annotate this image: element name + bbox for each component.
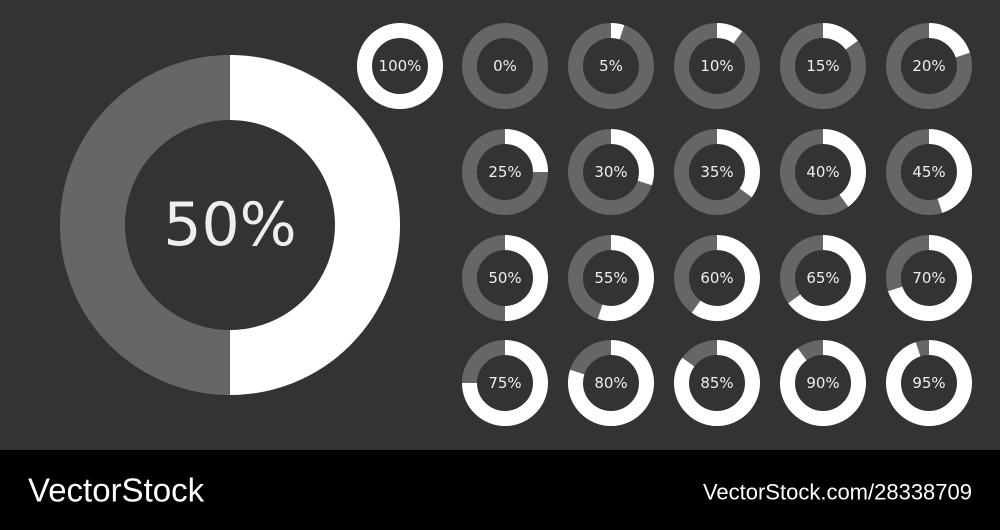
footer-bar [0,450,1000,530]
donut-label: 45% [912,163,945,181]
donut-arc [674,235,760,321]
donut-label: 15% [806,57,839,75]
donut-arc [462,340,548,426]
donut-arc [780,129,866,215]
donut-label: 0% [493,57,517,75]
donut-arc [780,340,866,426]
donut-arc [674,129,760,215]
donut-label: 80% [594,374,627,392]
donut-arc [462,129,548,215]
donut-label: 10% [700,57,733,75]
donut-arc [568,23,654,109]
donut-label: 25% [488,163,521,181]
donut-arc [568,340,654,426]
footer-brand: VectorStock [28,472,205,509]
donut-arc [462,235,548,321]
donut-arc [568,129,654,215]
donut-label: 85% [700,374,733,392]
donut-label: 75% [488,374,521,392]
donut-arc [568,235,654,321]
donut-arc [780,23,866,109]
donut-label: 5% [599,57,623,75]
donut-arc [886,129,972,215]
donut-label: 95% [912,374,945,392]
donut-arc [780,235,866,321]
donut-label: 70% [912,269,945,287]
donut-arc [886,340,972,426]
donut-label: 100% [379,57,422,75]
donut-label: 50% [163,190,296,260]
donut-label: 60% [700,269,733,287]
donut-label: 40% [806,163,839,181]
donut-arc [674,340,760,426]
donut-label: 35% [700,163,733,181]
donut-label: 90% [806,374,839,392]
footer-id: VectorStock.com/28338709 [703,480,972,505]
donut-arc [60,55,400,395]
donut-label: 55% [594,269,627,287]
donut-arc [674,23,760,109]
donut-label: 20% [912,57,945,75]
donut-track [462,23,548,109]
donut-arc [886,235,972,321]
donut-label: 50% [488,269,521,287]
donut-arc [357,23,443,109]
donut-arc [886,23,972,109]
donut-label: 65% [806,269,839,287]
donut-label: 30% [594,163,627,181]
